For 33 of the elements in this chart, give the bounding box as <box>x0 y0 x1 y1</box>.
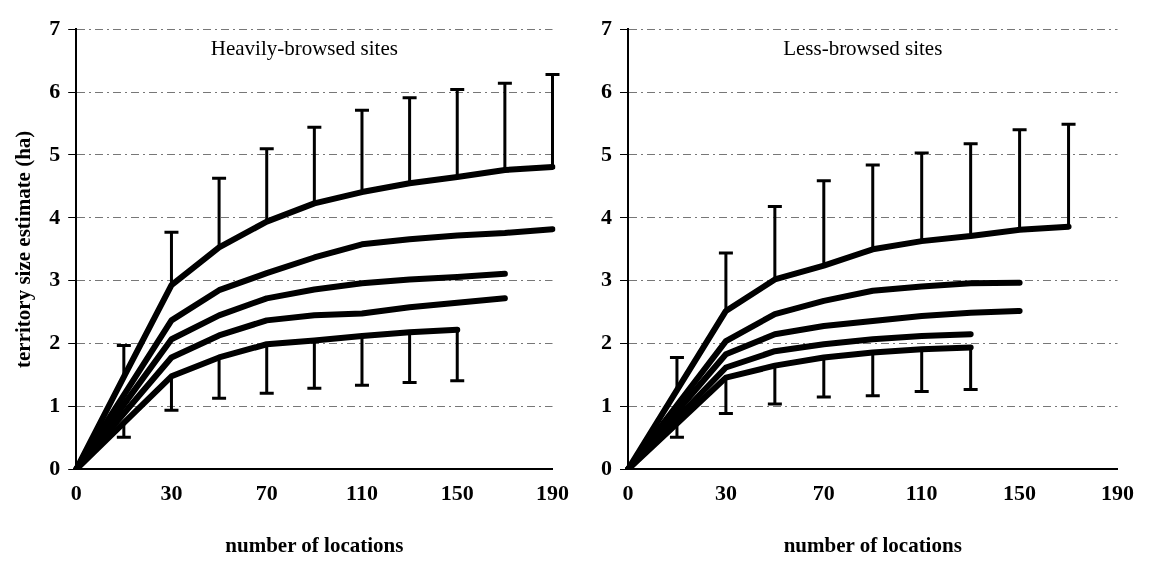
chart-title: Less-browsed sites <box>783 36 943 61</box>
y-tick-label: 0 <box>49 455 61 481</box>
x-tick-label: 110 <box>346 480 378 506</box>
x-tick-label: 190 <box>1101 480 1134 506</box>
x-tick-label: 150 <box>1003 480 1037 506</box>
x-tick-label: 0 <box>70 480 82 506</box>
x-tick-label: 150 <box>440 480 474 506</box>
x-tick-label: 30 <box>714 480 737 506</box>
y-tick-label: 6 <box>601 77 612 103</box>
y-tick-label: 4 <box>49 203 61 229</box>
x-axis-title: number of locations <box>225 532 404 557</box>
y-tick-label: 6 <box>49 77 61 103</box>
x-tick-label: 70 <box>812 480 835 506</box>
x-tick-label: 110 <box>905 480 938 506</box>
y-tick-label: 4 <box>601 203 612 229</box>
x-tick-label: 0 <box>622 480 634 506</box>
x-axis-title: number of locations <box>783 532 962 557</box>
y-tick-label: 3 <box>601 266 612 292</box>
y-tick-label: 3 <box>49 266 61 292</box>
y-axis-title: territory size estimate (ha) <box>11 130 36 368</box>
y-tick-label: 0 <box>601 455 612 481</box>
x-tick-label: 70 <box>255 480 278 506</box>
y-tick-label: 1 <box>601 392 612 418</box>
y-tick-label: 1 <box>49 392 61 418</box>
y-tick-label: 5 <box>49 140 61 166</box>
y-tick-label: 5 <box>601 140 612 166</box>
x-tick-label: 30 <box>160 480 183 506</box>
y-tick-label: 7 <box>49 14 61 40</box>
y-tick-label: 2 <box>601 329 612 355</box>
chart-title: Heavily-browsed sites <box>210 36 398 61</box>
y-tick-label: 7 <box>601 14 612 40</box>
y-tick-label: 2 <box>49 329 61 355</box>
x-tick-label: 190 <box>536 480 569 506</box>
